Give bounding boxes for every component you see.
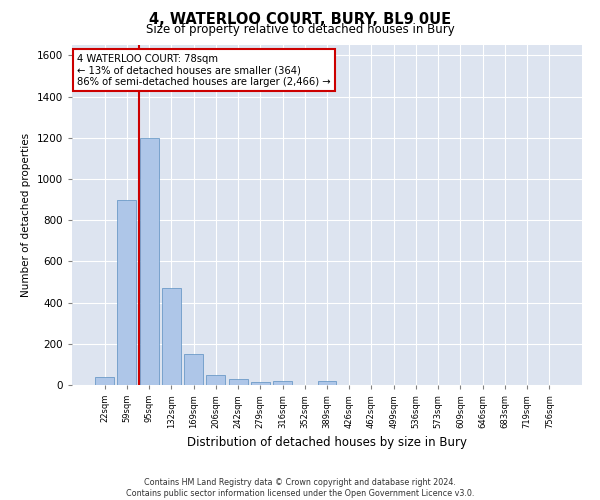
- Text: 4, WATERLOO COURT, BURY, BL9 0UE: 4, WATERLOO COURT, BURY, BL9 0UE: [149, 12, 451, 28]
- Bar: [251, 382, 270, 385]
- Text: Size of property relative to detached houses in Bury: Size of property relative to detached ho…: [146, 22, 454, 36]
- Bar: [118, 200, 136, 385]
- Bar: [317, 381, 337, 385]
- Y-axis label: Number of detached properties: Number of detached properties: [21, 133, 31, 297]
- Bar: [95, 377, 114, 385]
- Bar: [273, 381, 292, 385]
- Bar: [140, 138, 158, 385]
- X-axis label: Distribution of detached houses by size in Bury: Distribution of detached houses by size …: [187, 436, 467, 450]
- Bar: [162, 288, 181, 385]
- Bar: [206, 374, 225, 385]
- Bar: [229, 379, 248, 385]
- Bar: [184, 354, 203, 385]
- Text: Contains HM Land Registry data © Crown copyright and database right 2024.
Contai: Contains HM Land Registry data © Crown c…: [126, 478, 474, 498]
- Text: 4 WATERLOO COURT: 78sqm
← 13% of detached houses are smaller (364)
86% of semi-d: 4 WATERLOO COURT: 78sqm ← 13% of detache…: [77, 54, 331, 86]
